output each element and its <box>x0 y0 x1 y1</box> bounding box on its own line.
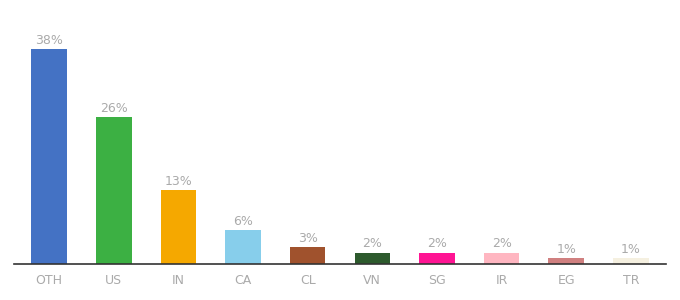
Bar <box>31 49 67 264</box>
Bar <box>549 258 584 264</box>
Text: 26%: 26% <box>100 102 128 115</box>
Bar <box>419 253 455 264</box>
Bar <box>96 117 131 264</box>
Text: 2%: 2% <box>492 237 511 250</box>
Text: 1%: 1% <box>621 243 641 256</box>
Bar <box>483 253 520 264</box>
Bar <box>225 230 261 264</box>
Text: 3%: 3% <box>298 232 318 245</box>
Text: 1%: 1% <box>556 243 576 256</box>
Bar <box>613 258 649 264</box>
Text: 38%: 38% <box>35 34 63 47</box>
Text: 6%: 6% <box>233 215 253 228</box>
Text: 2%: 2% <box>427 237 447 250</box>
Bar <box>354 253 390 264</box>
Text: 13%: 13% <box>165 175 192 188</box>
Bar <box>290 247 326 264</box>
Text: 2%: 2% <box>362 237 382 250</box>
Bar <box>160 190 197 264</box>
